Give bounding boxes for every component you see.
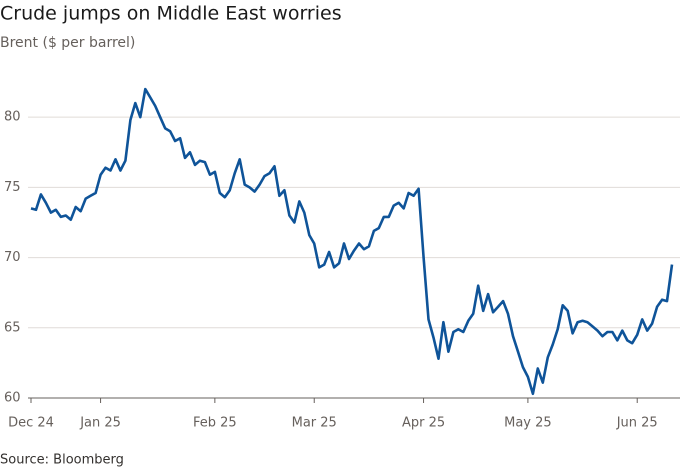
y-tick-label: 70	[4, 250, 21, 265]
y-tick-label: 65	[4, 320, 21, 335]
price-line	[30, 87, 674, 396]
source: Source: Bloomberg	[0, 453, 124, 468]
x-tick-label: Apr 25	[402, 416, 445, 431]
chart-title: Crude jumps on Middle East worries	[0, 3, 342, 25]
x-tick-label: Feb 25	[193, 416, 237, 431]
x-tick-label: Jun 25	[616, 416, 658, 431]
x-tick-label: Mar 25	[292, 416, 337, 431]
y-tick-label: 80	[4, 110, 21, 125]
x-tick-label: Jan 25	[79, 416, 121, 431]
x-tick-label: Dec 24	[8, 416, 54, 431]
y-tick-label: 60	[4, 391, 21, 406]
chart-subtitle: Brent ($ per barrel)	[0, 35, 135, 51]
x-tick-label: May 25	[504, 416, 552, 431]
y-tick-label: 75	[4, 180, 21, 195]
